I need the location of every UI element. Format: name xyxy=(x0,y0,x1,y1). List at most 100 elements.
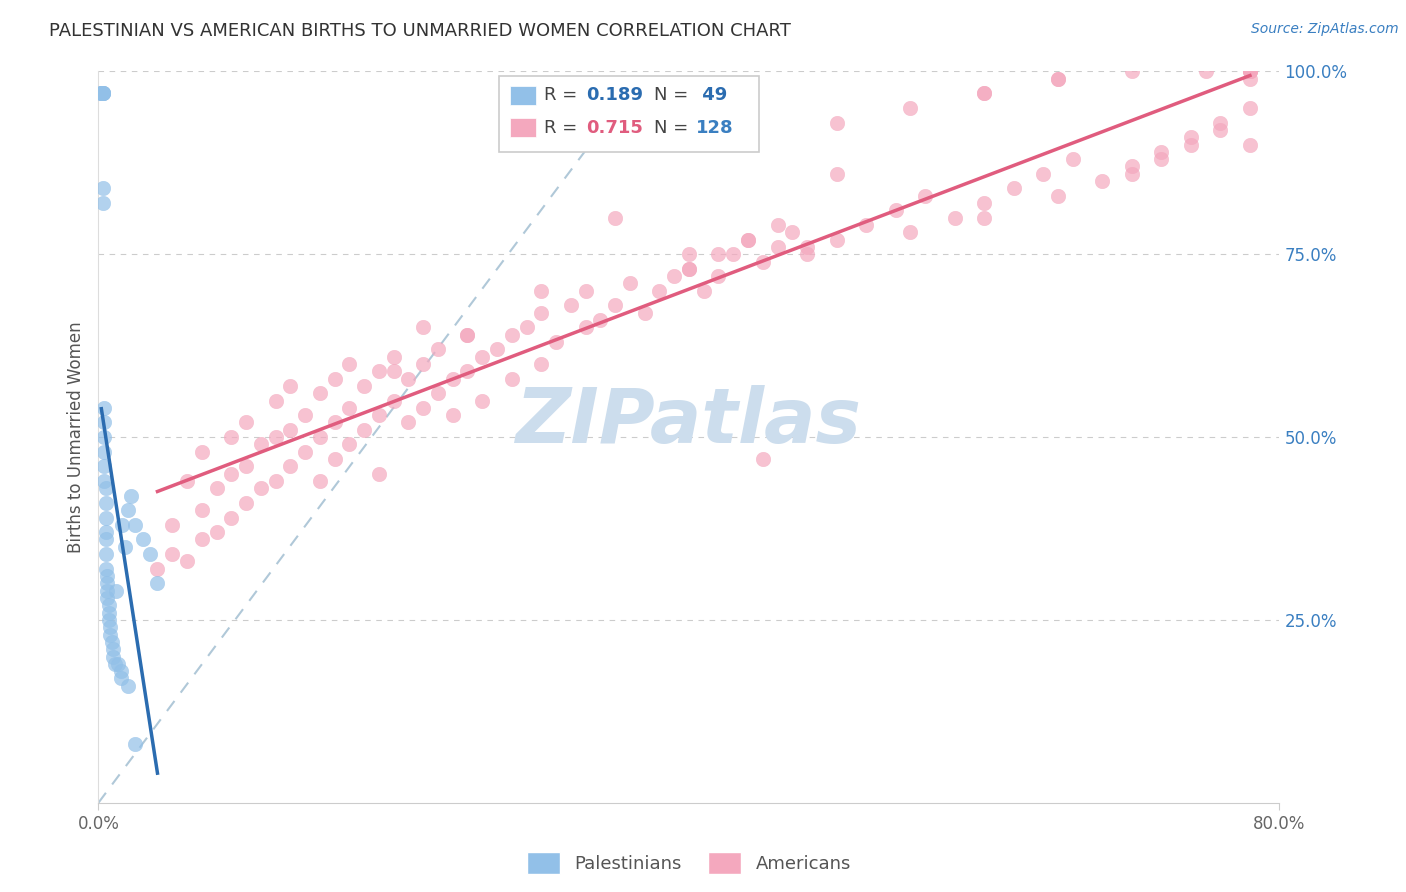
Point xyxy=(120,489,142,503)
Point xyxy=(309,474,332,488)
Point xyxy=(176,554,198,568)
Point xyxy=(619,277,641,291)
Point xyxy=(752,452,775,467)
Point xyxy=(1150,152,1173,166)
Point xyxy=(973,196,995,211)
Point xyxy=(412,320,434,334)
Point xyxy=(264,474,287,488)
Point xyxy=(191,503,214,517)
Point xyxy=(457,364,479,378)
Point xyxy=(97,599,120,613)
Point xyxy=(530,284,553,298)
Point xyxy=(943,211,966,225)
Point xyxy=(91,87,114,101)
Point xyxy=(1046,71,1070,86)
Point xyxy=(752,254,775,268)
Point xyxy=(766,240,789,254)
Point xyxy=(93,444,115,458)
Point xyxy=(91,181,114,195)
Point xyxy=(1239,71,1261,86)
Point xyxy=(94,510,117,524)
Point xyxy=(782,225,804,239)
Point xyxy=(1121,160,1143,174)
Point xyxy=(94,562,117,576)
Point xyxy=(973,87,995,101)
Point xyxy=(90,87,112,101)
Point xyxy=(97,606,120,620)
Point xyxy=(648,284,671,298)
Point xyxy=(825,233,848,247)
Point xyxy=(94,533,117,547)
Point xyxy=(107,657,129,671)
Point xyxy=(368,467,391,481)
Point xyxy=(1062,152,1084,166)
Point xyxy=(146,562,169,576)
Point xyxy=(664,269,686,284)
Point xyxy=(796,240,818,254)
Text: ZIPatlas: ZIPatlas xyxy=(516,385,862,459)
Point xyxy=(412,401,434,415)
Point xyxy=(191,533,214,547)
Point xyxy=(1150,145,1173,159)
Point xyxy=(96,583,118,598)
Point xyxy=(900,225,922,239)
Point xyxy=(235,496,257,510)
Point xyxy=(1121,64,1143,78)
Point xyxy=(205,525,228,540)
Point xyxy=(235,459,257,474)
Point xyxy=(309,386,332,401)
Point xyxy=(280,379,302,393)
Point xyxy=(1239,64,1261,78)
Point xyxy=(264,430,287,444)
Point xyxy=(91,87,114,101)
Point xyxy=(1239,137,1261,152)
Point xyxy=(323,452,346,467)
Point xyxy=(605,298,627,312)
Point xyxy=(737,233,759,247)
Point xyxy=(104,657,127,671)
Point xyxy=(796,247,818,261)
Point xyxy=(353,379,375,393)
Point xyxy=(124,737,146,751)
Point xyxy=(103,649,125,664)
Point xyxy=(516,320,538,334)
Point xyxy=(737,233,759,247)
Point xyxy=(634,306,657,320)
Text: N =: N = xyxy=(654,87,693,104)
Point xyxy=(1239,101,1261,115)
Point xyxy=(280,459,302,474)
Y-axis label: Births to Unmarried Women: Births to Unmarried Women xyxy=(66,321,84,553)
Point xyxy=(678,261,700,276)
Text: R =: R = xyxy=(544,87,583,104)
Point xyxy=(427,343,450,357)
Text: 0.189: 0.189 xyxy=(586,87,644,104)
Point xyxy=(1239,64,1261,78)
Point xyxy=(766,218,789,232)
Point xyxy=(353,423,375,437)
Point xyxy=(294,444,316,458)
Point xyxy=(96,591,118,605)
Text: PALESTINIAN VS AMERICAN BIRTHS TO UNMARRIED WOMEN CORRELATION CHART: PALESTINIAN VS AMERICAN BIRTHS TO UNMARR… xyxy=(49,22,792,40)
Point xyxy=(221,467,243,481)
Point xyxy=(110,664,132,678)
Point xyxy=(98,627,121,641)
Point xyxy=(221,510,243,524)
Point xyxy=(146,576,169,591)
Text: Source: ZipAtlas.com: Source: ZipAtlas.com xyxy=(1251,22,1399,37)
Point xyxy=(825,167,848,181)
Point xyxy=(382,364,405,378)
Point xyxy=(90,87,112,101)
Point xyxy=(105,583,128,598)
Point xyxy=(91,196,114,211)
Point xyxy=(457,327,479,342)
Point xyxy=(139,547,162,561)
Point xyxy=(855,218,877,232)
Point xyxy=(471,350,494,364)
Point xyxy=(605,211,627,225)
Point xyxy=(221,430,243,444)
Point xyxy=(900,101,922,115)
Point xyxy=(96,576,118,591)
Point xyxy=(707,247,730,261)
Point xyxy=(441,371,464,385)
Point xyxy=(486,343,509,357)
